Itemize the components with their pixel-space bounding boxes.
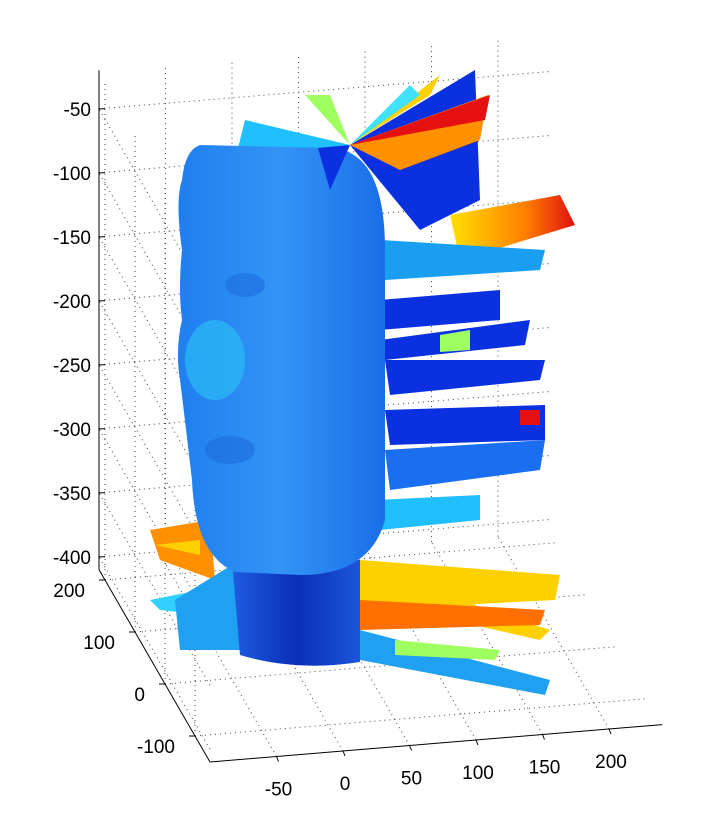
- x-axis: [209, 724, 663, 763]
- slab: [520, 410, 540, 425]
- slab: [440, 330, 470, 352]
- grid-line: [164, 646, 618, 685]
- z-tick-label: -400: [53, 548, 91, 569]
- neck: [232, 560, 360, 666]
- y-tick-label: -100: [137, 737, 175, 758]
- slab: [350, 95, 490, 145]
- grid-line: [98, 454, 552, 494]
- grid-line: [98, 556, 211, 750]
- grid-line: [98, 134, 552, 174]
- z-tick-label: -200: [53, 292, 91, 313]
- slab: [385, 440, 545, 490]
- y-tick-label: 200: [53, 581, 85, 602]
- slab: [380, 290, 500, 330]
- grid-line: [98, 70, 552, 110]
- grid-line: [98, 390, 552, 430]
- slab: [350, 85, 420, 145]
- x-tick: [342, 750, 346, 757]
- grid-line: [98, 172, 211, 366]
- x-tick: [276, 756, 279, 762]
- slab: [175, 560, 250, 650]
- y-tick-label: 0: [134, 685, 145, 706]
- x-tick-label: -50: [265, 780, 292, 801]
- grid-line: [98, 300, 211, 494]
- x-tick-label: 100: [462, 763, 494, 784]
- mouth: [205, 436, 255, 464]
- grid-line: [104, 542, 558, 581]
- nose: [185, 320, 245, 400]
- x-tick-label: 50: [401, 769, 422, 790]
- z-tick-label: -250: [53, 356, 91, 377]
- x-tick: [542, 734, 545, 740]
- grid-line: [98, 428, 211, 622]
- x-tick: [475, 739, 479, 746]
- grid-line: [98, 236, 211, 430]
- axis-layer: -50 0 50 100 150 200 -100 0 100 200 -400 -350 -300 -2…: [53, 70, 663, 801]
- x-tick: [608, 728, 612, 735]
- grid-line: [497, 536, 610, 730]
- slab: [375, 495, 480, 530]
- grid-line: [98, 364, 211, 558]
- head-surface: [150, 70, 575, 695]
- slab: [450, 195, 575, 260]
- grid-line: [194, 698, 648, 737]
- slab: [360, 560, 560, 610]
- z-tick-label: -100: [53, 164, 91, 185]
- slab: [360, 630, 550, 695]
- slab: [385, 360, 545, 395]
- eye: [225, 273, 265, 297]
- grid-line: [98, 326, 552, 366]
- z-tick-label: -350: [53, 484, 91, 505]
- y-tick-label: 100: [83, 633, 115, 654]
- slab: [360, 600, 545, 630]
- z-tick-label: -50: [64, 100, 91, 121]
- slab: [395, 640, 500, 660]
- slab: [155, 540, 200, 555]
- grid-line: [98, 492, 211, 686]
- slab: [305, 95, 350, 145]
- slab: [380, 240, 545, 280]
- grid-line: [98, 108, 211, 302]
- y-axis: [98, 569, 211, 763]
- slab: [385, 405, 545, 445]
- x-tick-label: 200: [595, 752, 627, 773]
- x-tick-label: 150: [529, 758, 561, 779]
- x-tick: [409, 745, 412, 751]
- z-tick-label: -150: [53, 228, 91, 249]
- x-tick-label: 0: [340, 774, 351, 795]
- head: [177, 145, 385, 575]
- slab: [318, 145, 350, 190]
- grid-line: [98, 262, 552, 302]
- z-tick-label: -300: [53, 420, 91, 441]
- grid-line: [98, 198, 552, 238]
